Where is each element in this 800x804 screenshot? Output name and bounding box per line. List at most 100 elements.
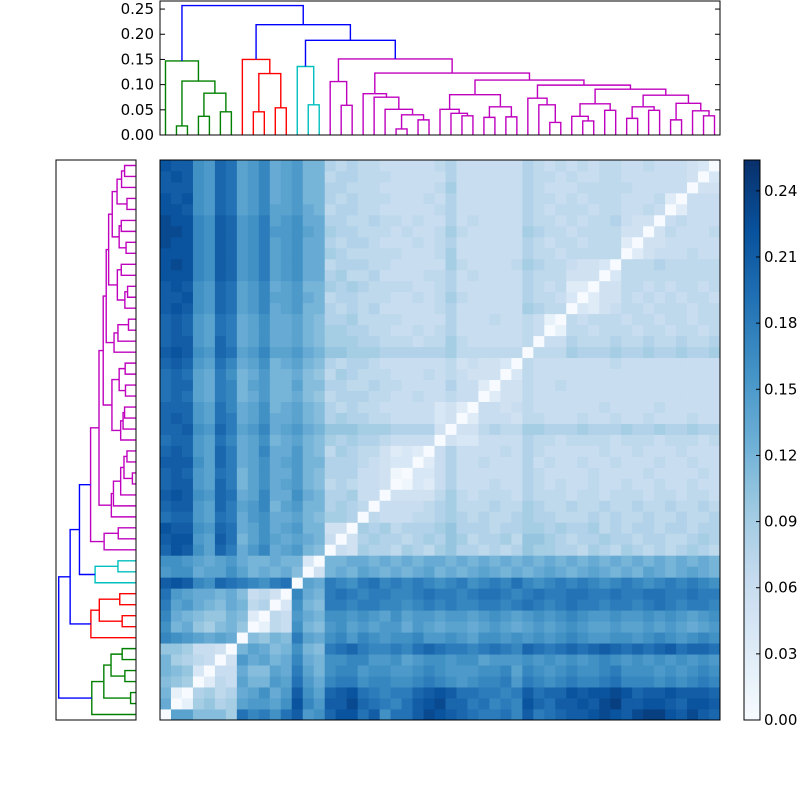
heatmap-cell	[533, 160, 545, 172]
heatmap-cell	[643, 643, 655, 655]
heatmap-cell	[467, 269, 479, 282]
dendrogram-link	[124, 384, 136, 397]
heatmap-cell	[412, 577, 424, 589]
heatmap-cell	[313, 434, 326, 446]
heatmap-cell	[302, 335, 315, 348]
heatmap-cell	[478, 643, 490, 655]
heatmap-cell	[478, 478, 490, 490]
heatmap-cell	[698, 390, 710, 402]
heatmap-cell	[412, 313, 424, 326]
heatmap-cell	[643, 555, 655, 567]
dendrogram-link	[197, 115, 211, 135]
heatmap-cell	[379, 566, 391, 578]
heatmap-cell	[379, 654, 391, 666]
heatmap-cell	[160, 654, 172, 666]
heatmap-cell	[324, 412, 337, 424]
heatmap-cell	[390, 489, 402, 501]
heatmap-cell	[379, 434, 391, 446]
heatmap-cell	[335, 555, 348, 567]
heatmap-cell	[160, 170, 172, 183]
heatmap-cell	[643, 665, 655, 677]
heatmap-cell	[566, 346, 578, 359]
heatmap-cell	[489, 533, 501, 545]
heatmap-cell	[456, 665, 468, 677]
heatmap-cell	[566, 654, 578, 666]
heatmap-cell	[566, 368, 578, 381]
heatmap-cell	[522, 390, 534, 402]
heatmap-cell	[445, 555, 457, 567]
heatmap-cell	[368, 478, 381, 490]
heatmap-cell	[423, 555, 435, 567]
heatmap-cell	[192, 643, 205, 655]
heatmap-cell	[687, 258, 699, 271]
heatmap-cell	[280, 698, 293, 710]
heatmap-cell	[412, 269, 424, 282]
heatmap-cell	[423, 269, 435, 282]
heatmap-cell	[346, 643, 359, 655]
heatmap-cell	[698, 291, 710, 304]
heatmap-cell	[522, 214, 534, 227]
heatmap-cell	[390, 577, 402, 589]
heatmap-cell	[489, 390, 501, 402]
heatmap-cell	[192, 500, 205, 512]
heatmap-cell	[511, 236, 523, 249]
heatmap-cell	[522, 643, 534, 655]
heatmap-cell	[247, 280, 260, 293]
heatmap-cell	[401, 291, 413, 304]
heatmap-cell	[160, 467, 172, 479]
heatmap-cell	[500, 467, 512, 479]
heatmap-cell	[181, 423, 194, 435]
heatmap-cell	[247, 500, 260, 512]
heatmap-cell	[160, 346, 172, 359]
heatmap-cell	[654, 346, 666, 359]
heatmap-cell	[522, 555, 534, 567]
heatmap-cell	[522, 160, 534, 172]
heatmap-cell	[555, 357, 567, 370]
heatmap-cell	[214, 621, 227, 633]
heatmap-cell	[511, 390, 523, 402]
heatmap-cell	[577, 654, 589, 666]
heatmap-cell	[687, 599, 699, 611]
heatmap-cell	[401, 544, 413, 556]
heatmap-cell	[192, 247, 205, 260]
heatmap-cell	[258, 324, 271, 337]
heatmap-cell	[390, 643, 402, 655]
heatmap-cell	[577, 302, 589, 315]
heatmap-cell	[478, 621, 490, 633]
heatmap-cell	[423, 258, 435, 271]
heatmap-cell	[599, 412, 611, 424]
heatmap-cell	[236, 247, 249, 260]
heatmap-cell	[401, 621, 413, 633]
heatmap-cell	[566, 544, 578, 556]
heatmap-cell	[676, 665, 688, 677]
heatmap-cell	[170, 346, 183, 359]
heatmap-cell	[160, 456, 172, 468]
heatmap-cell	[610, 665, 622, 677]
heatmap-cell	[566, 335, 578, 348]
heatmap-cell	[269, 412, 282, 424]
heatmap-cell	[346, 489, 359, 501]
heatmap-cell	[632, 511, 644, 523]
heatmap-cell	[401, 335, 413, 348]
heatmap-cell	[643, 445, 655, 457]
heatmap-cell	[478, 225, 490, 238]
heatmap-cell	[610, 555, 622, 567]
heatmap-cell	[181, 709, 194, 721]
heatmap-cell	[500, 544, 512, 556]
heatmap-cell	[500, 160, 512, 172]
heatmap-cell	[203, 346, 216, 359]
heatmap-cell	[324, 324, 337, 337]
heatmap-cell	[632, 709, 644, 721]
heatmap-cell	[412, 522, 424, 534]
heatmap-cell	[511, 533, 523, 545]
heatmap-cell	[434, 412, 446, 424]
heatmap-cell	[203, 654, 216, 666]
heatmap-cell	[665, 654, 677, 666]
heatmap-cell	[236, 676, 249, 688]
heatmap-cell	[269, 225, 282, 238]
dendrogram-link	[117, 527, 136, 540]
heatmap-cell	[687, 456, 699, 468]
heatmap-cell	[610, 236, 622, 249]
heatmap-cell	[544, 225, 556, 238]
heatmap-cell	[632, 423, 644, 435]
